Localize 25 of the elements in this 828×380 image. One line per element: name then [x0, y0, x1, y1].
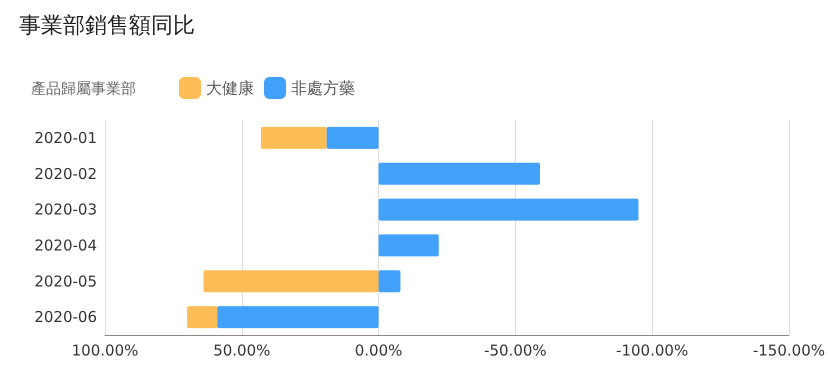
bar — [378, 162, 540, 185]
y-tick-label: 2020-03 — [34, 200, 97, 219]
bar — [260, 126, 327, 149]
bar — [203, 270, 379, 292]
x-tick-label: 50.00% — [213, 342, 270, 360]
y-tick-label: 2020-06 — [34, 308, 97, 326]
legend-title: 產品歸屬事業部 — [31, 80, 136, 98]
legend-label: 大健康 — [206, 78, 254, 98]
bar — [378, 234, 439, 256]
y-tick-label: 2020-04 — [34, 236, 97, 254]
bar — [378, 198, 638, 221]
chart-title: 事業部銷售額同比 — [19, 14, 195, 38]
x-tick-label: 0.00% — [354, 342, 402, 360]
x-tick-label: -50.00% — [484, 342, 547, 360]
legend-label: 非處方藥 — [291, 78, 355, 98]
bar — [217, 306, 379, 328]
bar — [378, 270, 400, 292]
x-tick-label: 100.00% — [72, 342, 138, 360]
bar — [187, 306, 218, 328]
x-tick-label: -100.00% — [616, 342, 688, 360]
y-tick-label: 2020-05 — [34, 272, 97, 290]
bar — [326, 126, 379, 149]
x-tick-label: -150.00% — [752, 342, 826, 360]
y-tick-label: 2020-02 — [34, 164, 97, 183]
y-tick-label: 2020-01 — [34, 128, 97, 147]
